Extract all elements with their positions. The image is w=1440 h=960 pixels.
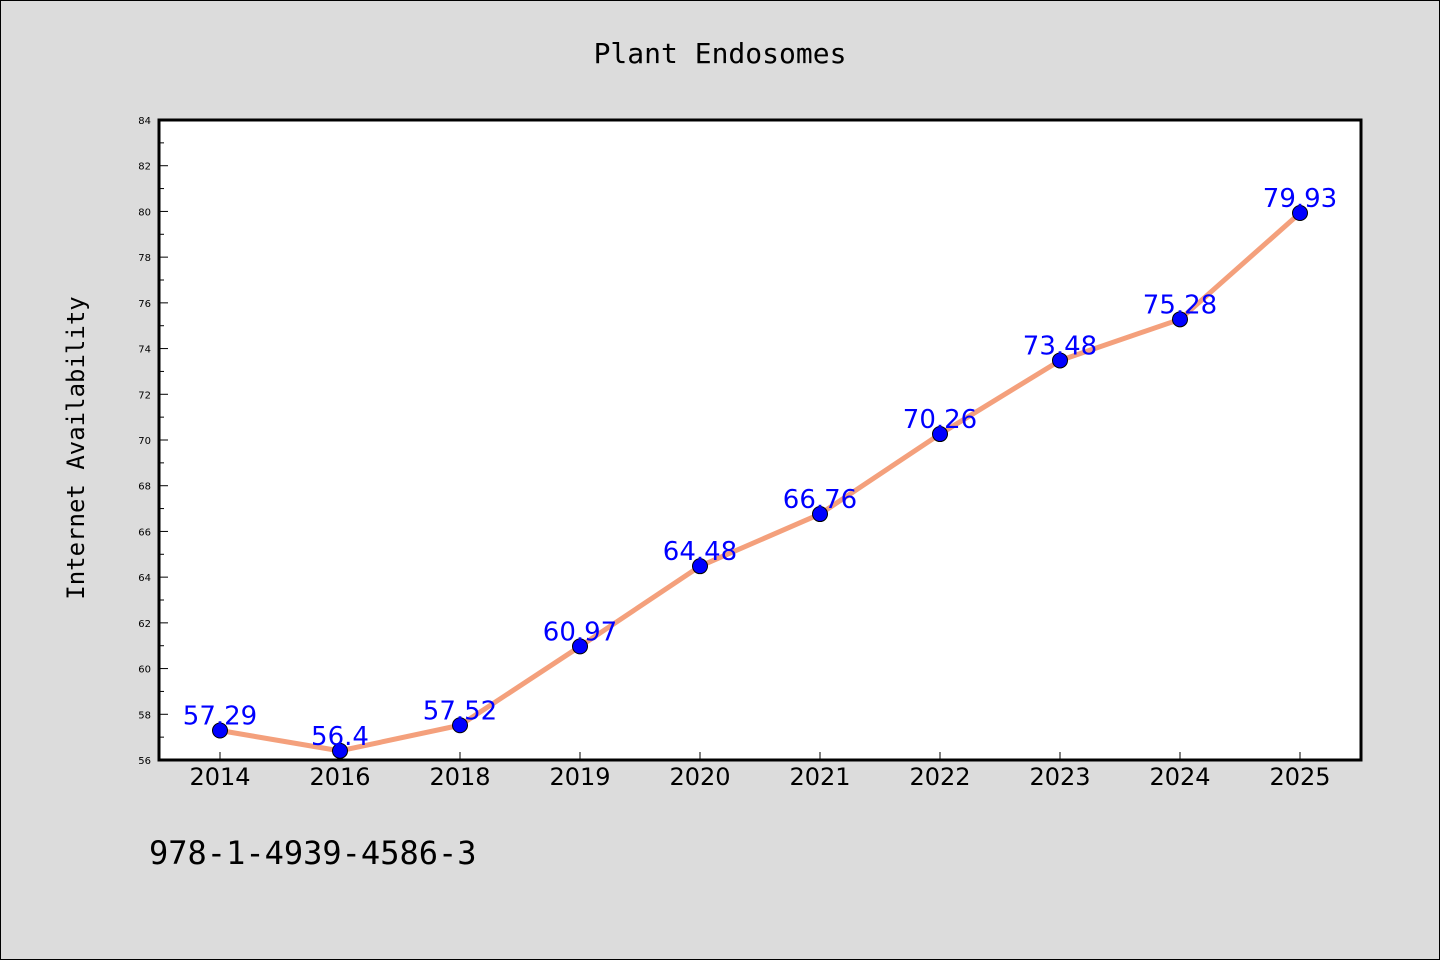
data-point-marker: [212, 722, 228, 739]
y-tick-label: 58: [138, 710, 151, 721]
data-label: 70.26: [903, 405, 977, 435]
data-series: 57.29 56.4 57.52 60.97 64.48 66.76 70.26 73.48 7…: [183, 184, 1337, 759]
data-label: 64.48: [663, 537, 737, 567]
y-tick-label: 60: [138, 665, 151, 676]
data-point-marker: [332, 742, 348, 759]
x-tick-label: 2024: [1149, 763, 1210, 791]
data-point-marker: [1052, 352, 1068, 369]
data-point-marker: [1172, 311, 1188, 328]
y-tick-label: 80: [138, 207, 151, 218]
data-point-marker: [932, 426, 948, 443]
data-label: 66.76: [783, 485, 857, 515]
y-tick-label: 74: [138, 345, 151, 356]
data-point-marker: [692, 558, 708, 575]
y-tick-label: 62: [138, 619, 151, 630]
y-tick-label: 68: [138, 482, 151, 493]
chart-title: Plant Endosomes: [594, 37, 847, 70]
x-tick-label: 2020: [669, 763, 730, 791]
y-tick-label: 84: [138, 116, 151, 127]
x-tick-label: 2014: [189, 763, 250, 791]
x-tick-label: 2018: [429, 763, 490, 791]
data-label: 57.52: [423, 696, 497, 726]
y-tick-label: 72: [138, 390, 151, 401]
x-tick-label: 2019: [549, 763, 610, 791]
isbn-text: 978-1-4939-4586-3: [149, 834, 477, 872]
y-tick-label: 64: [138, 573, 151, 584]
y-tick-label: 66: [138, 527, 151, 538]
x-tick-label: 2016: [309, 763, 370, 791]
data-point-marker: [452, 717, 468, 734]
y-axis-label: Internet Availability: [62, 296, 90, 599]
x-axis-ticks: 2014 2016 2018 2019 2020 2021 2022 2023 2024 2025: [189, 752, 1331, 791]
data-label: 79.93: [1263, 184, 1337, 214]
data-label: 73.48: [1023, 331, 1097, 361]
y-tick-label: 70: [138, 436, 151, 447]
x-tick-label: 2023: [1029, 763, 1090, 791]
data-point-marker: [1292, 205, 1308, 222]
plot-area: [157, 118, 1363, 762]
y-axis-ticks: 56 58 60 62 64 66 68 70 72 74 76 78 80 82 84: [138, 116, 168, 767]
data-point-marker: [812, 506, 828, 523]
data-label: 75.28: [1143, 290, 1217, 320]
data-label: 57.29: [183, 702, 257, 732]
data-label: 60.97: [543, 617, 617, 647]
x-tick-label: 2022: [909, 763, 970, 791]
y-tick-label: 56: [138, 756, 151, 767]
data-label: 56.4: [311, 722, 369, 752]
data-point-marker: [572, 638, 588, 655]
y-tick-label: 76: [138, 299, 151, 310]
y-tick-label: 78: [138, 253, 151, 264]
y-tick-label: 82: [138, 162, 151, 173]
x-tick-label: 2021: [789, 763, 850, 791]
x-tick-label: 2025: [1269, 763, 1330, 791]
series-line: [217, 210, 1303, 754]
